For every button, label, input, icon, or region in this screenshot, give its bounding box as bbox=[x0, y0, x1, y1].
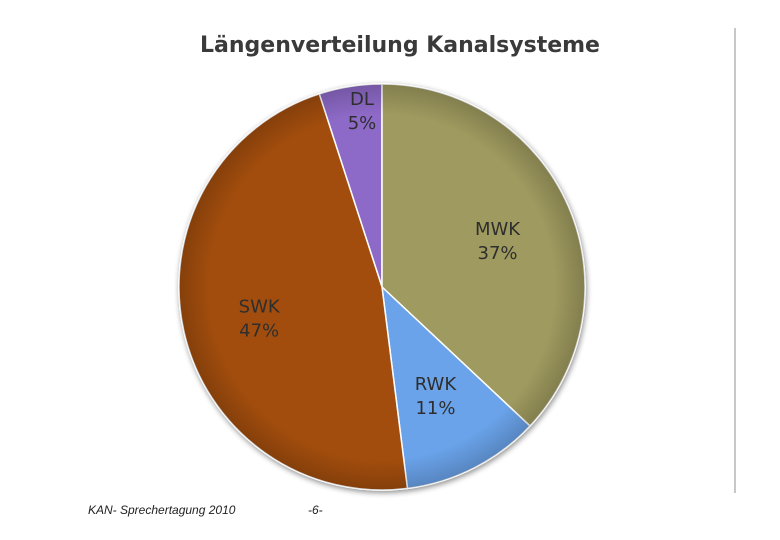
footer-event: KAN- Sprechertagung 2010 bbox=[88, 503, 236, 517]
slice-percent-mwk: 37% bbox=[478, 243, 518, 264]
slice-label-dl: DL bbox=[350, 89, 374, 110]
slice-label-rwk: RWK bbox=[415, 374, 458, 395]
right-divider bbox=[734, 28, 736, 493]
slice-label-swk: SWK bbox=[239, 296, 281, 317]
slice-label-mwk: MWK bbox=[475, 219, 521, 240]
page-number: -6- bbox=[308, 503, 323, 517]
slice-percent-rwk: 11% bbox=[415, 398, 455, 419]
slice-percent-swk: 47% bbox=[239, 320, 279, 341]
chart-title: Längenverteilung Kanalsysteme bbox=[200, 33, 600, 58]
slice-percent-dl: 5% bbox=[348, 113, 377, 134]
